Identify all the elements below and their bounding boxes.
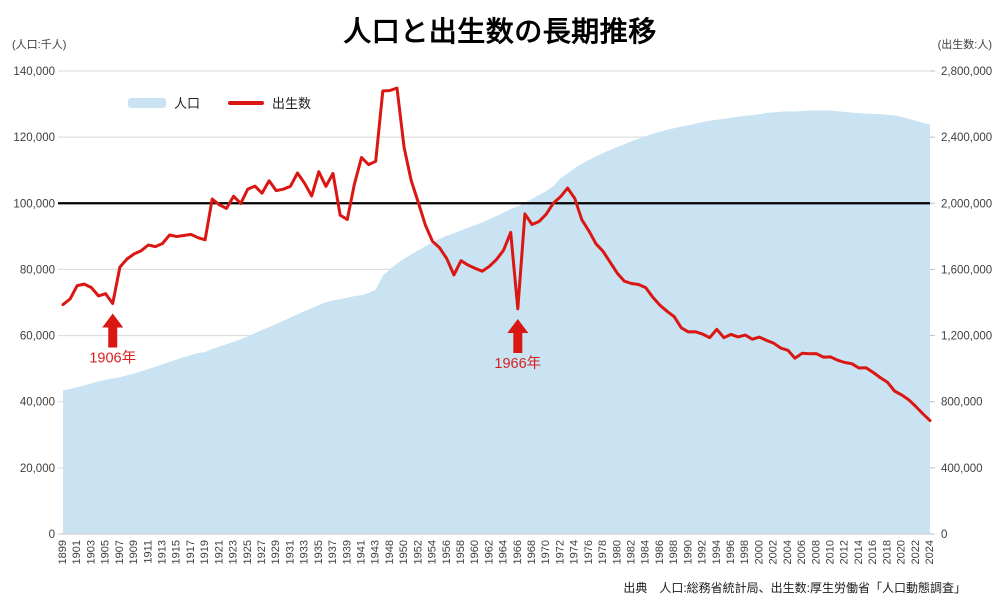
births-line-swatch: [228, 100, 265, 105]
x-tick-label: 1982: [626, 540, 638, 564]
legend-label-births: 出生数: [272, 96, 312, 111]
x-tick-label: 1984: [640, 540, 652, 564]
left-axis-tick-label: 20,000: [20, 463, 55, 475]
x-tick-label: 2018: [881, 540, 893, 564]
x-tick-label: 1988: [668, 540, 680, 564]
annotation-arrow-icon: [507, 318, 529, 353]
source-note: 出典 人口:総務省統計局、出生数:厚生労働省「人口動態調査」: [623, 581, 966, 595]
x-tick-label: 1972: [555, 540, 567, 564]
x-tick-label: 1954: [427, 540, 439, 564]
legend-item-population: 人口: [128, 93, 200, 112]
x-tick-label: 1921: [213, 540, 225, 564]
population-area: [63, 110, 930, 535]
left-axis-tick-label: 40,000: [20, 397, 55, 409]
x-tick-label: 2014: [853, 540, 865, 564]
x-tick-label: 1909: [128, 540, 140, 564]
x-tick-label: 1923: [228, 540, 240, 564]
x-tick-label: 1915: [171, 540, 183, 564]
right-axis-unit-label: (出生数:人): [937, 39, 992, 51]
x-tick-label: 1966: [512, 540, 524, 564]
x-tick-label: 1935: [313, 540, 325, 564]
x-tick-label: 1907: [114, 540, 126, 564]
chart-title: 人口と出生数の長期推移: [343, 16, 657, 47]
x-tick-label: 2020: [896, 540, 908, 564]
right-axis-tick-label: 1,200,000: [941, 331, 992, 343]
legend-item-births: 出生数: [228, 93, 311, 112]
x-tick-label: 1948: [384, 540, 396, 564]
x-tick-label: 1952: [412, 540, 424, 564]
annotation-arrow-icon: [102, 313, 124, 348]
x-tick-label: 1905: [100, 540, 112, 564]
x-tick-label: 1998: [739, 540, 751, 564]
right-axis-tick-label: 2,000,000: [941, 198, 992, 210]
x-tick-label: 1929: [270, 540, 282, 564]
x-tick-label: 1978: [597, 540, 609, 564]
x-tick-label: 1996: [725, 540, 737, 564]
right-axis-tick-label: 2,800,000: [941, 66, 992, 78]
x-tick-label: 1994: [711, 540, 723, 564]
right-axis-tick-label: 1,600,000: [941, 264, 992, 276]
left-axis-tick-label: 140,000: [13, 66, 55, 78]
x-tick-label: 2010: [825, 540, 837, 564]
x-tick-label: 1990: [682, 540, 694, 564]
x-tick-label: 1976: [583, 540, 595, 564]
population-area-swatch: [128, 97, 166, 108]
x-tick-label: 1901: [71, 540, 83, 564]
x-tick-label: 1970: [540, 540, 552, 564]
x-tick-label: 1927: [256, 540, 268, 564]
annotation-year-label: 1906年: [89, 349, 136, 366]
x-tick-label: 2016: [867, 540, 879, 564]
x-tick-label: 1958: [455, 540, 467, 564]
x-tick-label: 1919: [199, 540, 211, 564]
right-axis-tick-label: 0: [941, 529, 947, 541]
left-axis-tick-label: 100,000: [13, 198, 55, 210]
x-tick-label: 1964: [498, 540, 510, 564]
x-tick-label: 2002: [768, 540, 780, 564]
x-tick-label: 1939: [341, 540, 353, 564]
x-tick-label: 1917: [185, 540, 197, 564]
x-tick-label: 1931: [284, 540, 296, 564]
left-axis-unit-label: (人口:千人): [12, 39, 67, 51]
births-line: [61, 86, 932, 423]
right-axis-tick-label: 800,000: [941, 397, 983, 409]
left-axis-tick-label: 60,000: [20, 331, 55, 343]
x-tick-label: 1980: [611, 540, 623, 564]
annotation-year-label: 1966年: [494, 355, 541, 372]
x-tick-label: 1974: [569, 540, 581, 564]
x-tick-label: 1913: [157, 540, 169, 564]
x-tick-label: 1925: [242, 540, 254, 564]
x-tick-label: 2008: [810, 540, 822, 564]
left-axis-tick-label: 120,000: [13, 132, 55, 144]
right-axis-tick-label: 2,400,000: [941, 132, 992, 144]
x-tick-label: 1937: [327, 540, 339, 564]
x-tick-label: 1899: [57, 540, 69, 564]
x-tick-label: 1950: [398, 540, 410, 564]
x-tick-label: 1933: [299, 540, 311, 564]
x-tick-label: 2006: [796, 540, 808, 564]
x-tick-label: 1956: [441, 540, 453, 564]
left-axis-tick-label: 80,000: [20, 264, 55, 276]
x-tick-label: 2000: [753, 540, 765, 564]
x-tick-label: 1911: [142, 540, 154, 564]
legend-label-population: 人口: [174, 96, 201, 111]
right-axis-tick-label: 400,000: [941, 463, 983, 475]
x-tick-label: 2004: [782, 540, 794, 564]
x-tick-label: 1941: [356, 540, 368, 564]
x-tick-label: 1903: [85, 540, 97, 564]
x-tick-label: 2012: [839, 540, 851, 564]
x-tick-label: 1962: [483, 540, 495, 564]
x-tick-label: 1968: [526, 540, 538, 564]
x-tick-label: 2024: [924, 540, 936, 564]
x-tick-label: 1986: [654, 540, 666, 564]
legend: 人口 出生数: [128, 93, 311, 112]
left-axis-tick-label: 0: [49, 529, 55, 541]
x-tick-label: 1960: [469, 540, 481, 564]
x-tick-label: 1992: [697, 540, 709, 564]
x-tick-label: 2022: [910, 540, 922, 564]
x-tick-label: 1943: [370, 540, 382, 564]
